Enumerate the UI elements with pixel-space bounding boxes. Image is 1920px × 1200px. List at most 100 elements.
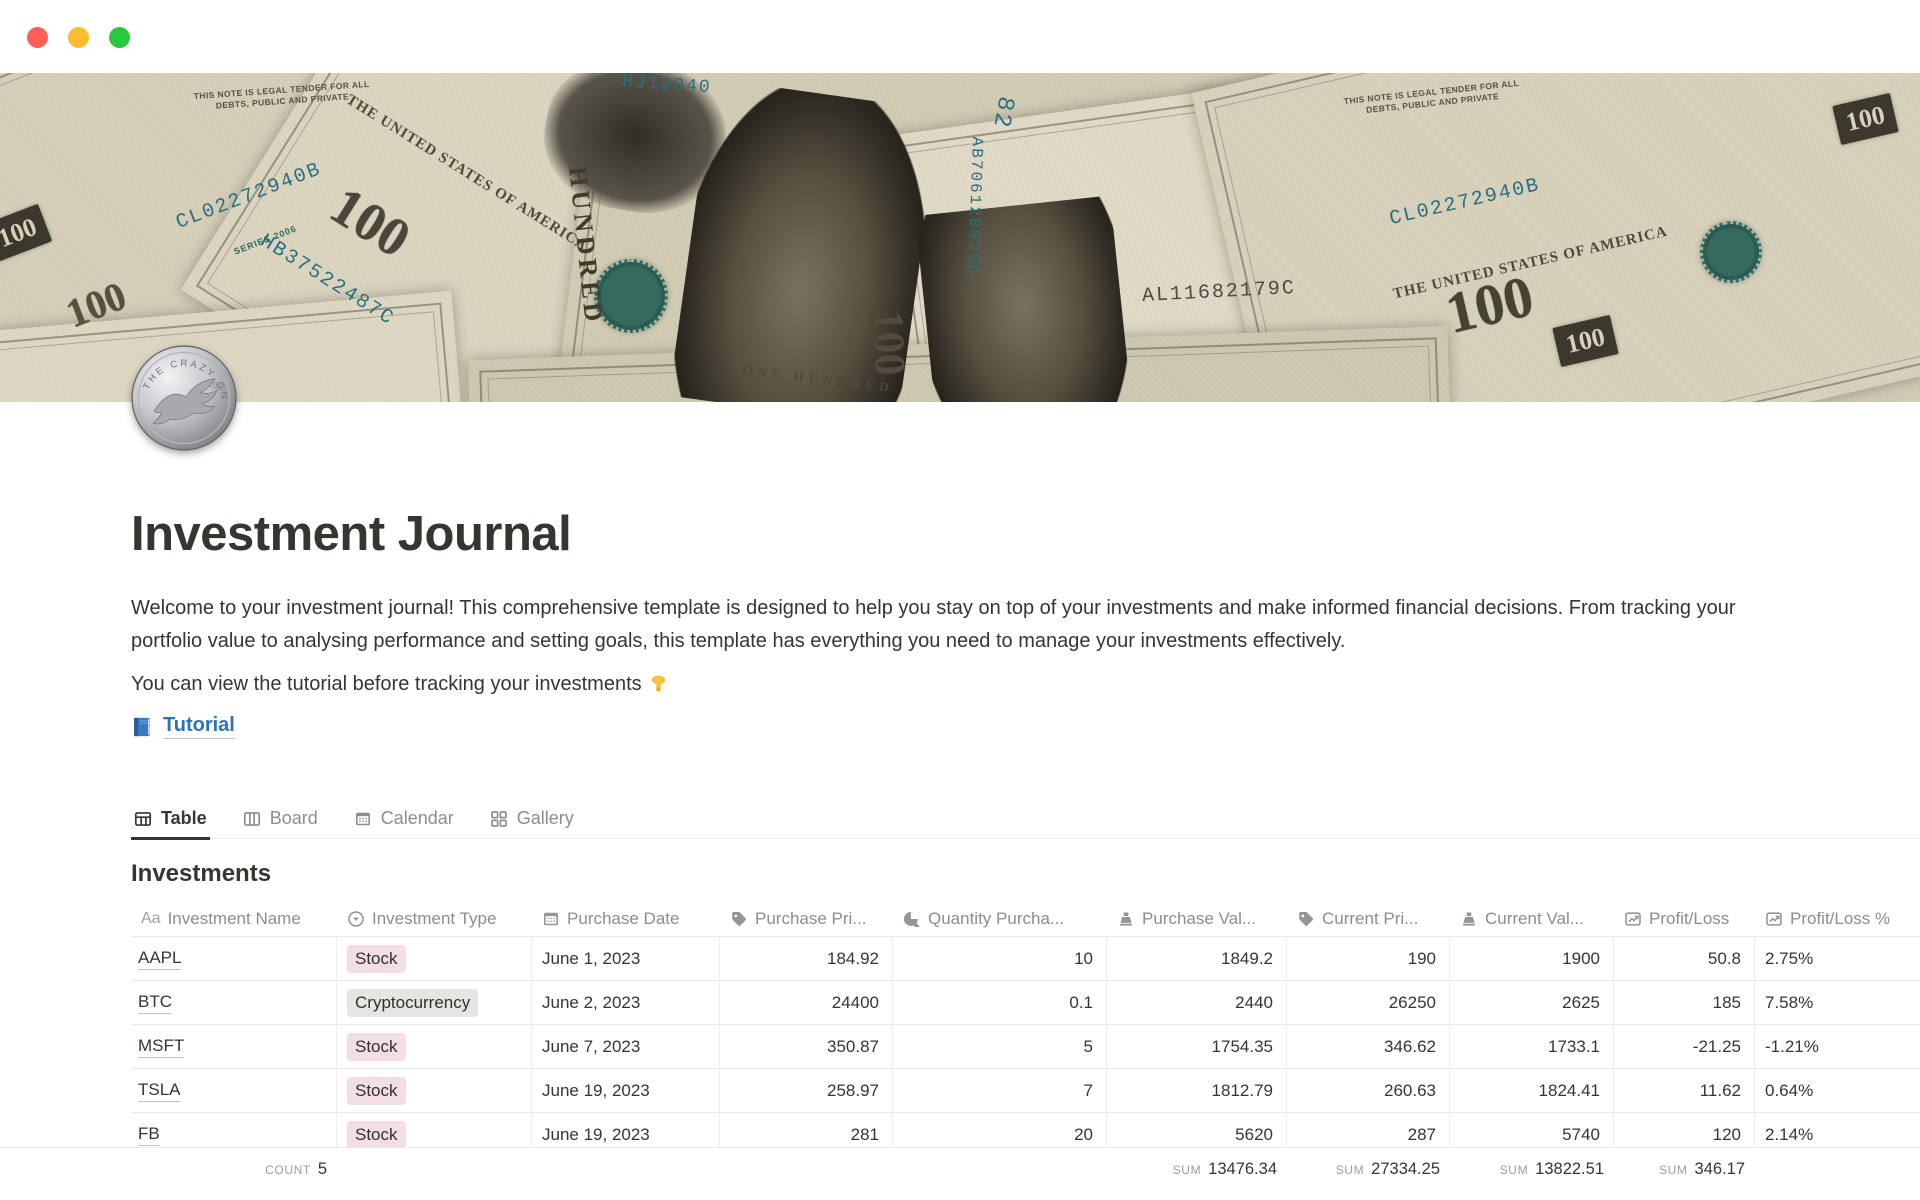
cell-profit-loss-pct[interactable]: -1.21% — [1765, 1036, 1819, 1056]
cell-quantity[interactable]: 10 — [893, 937, 1107, 980]
table-row: BTC Cryptocurrency June 2, 2023 24400 0.… — [131, 981, 1920, 1025]
cell-purchase-date[interactable]: June 19, 2023 — [532, 1069, 720, 1112]
cell-purchase-price[interactable]: 258.97 — [720, 1069, 893, 1112]
tag-property-icon — [1299, 911, 1314, 926]
tab-gallery[interactable]: Gallery — [487, 799, 577, 839]
column-header-profit-loss[interactable]: Profit/Loss — [1614, 901, 1755, 936]
cell-profit-loss-pct[interactable]: 2.75% — [1765, 948, 1814, 968]
cell-quantity[interactable]: 0.1 — [893, 981, 1107, 1024]
column-header-investment-name[interactable]: Aa Investment Name — [131, 901, 337, 936]
investments-table: Aa Investment Name Investment Type Purch… — [131, 892, 1920, 1157]
count-label: COUNT — [265, 1163, 311, 1177]
cell-profit-loss[interactable]: 120 — [1614, 1113, 1755, 1156]
column-header-purchase-value[interactable]: Purchase Val... — [1107, 901, 1287, 936]
row-title: FB — [138, 1124, 160, 1146]
cell-investment-name[interactable]: FB — [131, 1113, 337, 1156]
cell-purchase-date[interactable]: June 19, 2023 — [532, 1113, 720, 1156]
tab-table[interactable]: Table — [131, 799, 210, 840]
number-property-icon — [903, 911, 920, 927]
tab-board[interactable]: Board — [240, 799, 321, 839]
column-label: Profit/Loss % — [1790, 908, 1891, 928]
cell-purchase-value[interactable]: 1754.35 — [1107, 1025, 1287, 1068]
tutorial-note: You can view the tutorial before trackin… — [131, 668, 1790, 701]
sum-label: SUM — [1659, 1163, 1688, 1177]
cell-purchase-price[interactable]: 184.92 — [720, 937, 893, 980]
column-header-purchase-price[interactable]: Purchase Pri... — [720, 901, 893, 936]
cell-investment-type[interactable]: Stock — [337, 1113, 532, 1156]
cell-quantity[interactable]: 20 — [893, 1113, 1107, 1156]
tutorial-page-link[interactable]: Tutorial — [131, 714, 1790, 739]
sum-value: 13822.51 — [1535, 1160, 1604, 1178]
page-title: Investment Journal — [131, 507, 572, 561]
row-title: MSFT — [138, 1036, 185, 1058]
cell-current-value[interactable]: 1824.41 — [1450, 1069, 1614, 1112]
column-header-investment-type[interactable]: Investment Type — [337, 901, 532, 936]
cell-profit-loss[interactable]: 11.62 — [1614, 1069, 1755, 1112]
column-header-current-price[interactable]: Current Pri... — [1287, 901, 1450, 936]
cell-investment-name[interactable]: TSLA — [131, 1069, 337, 1112]
cell-current-value[interactable]: 1900 — [1450, 937, 1614, 980]
cell-profit-loss-pct[interactable]: 2.14% — [1765, 1124, 1814, 1144]
cell-investment-name[interactable]: MSFT — [131, 1025, 337, 1068]
cell-profit-loss-pct[interactable]: 0.64% — [1765, 1080, 1814, 1100]
cell-investment-name[interactable]: AAPL — [131, 937, 337, 980]
blue-book-icon — [134, 717, 150, 736]
cell-current-price[interactable]: 260.63 — [1287, 1069, 1450, 1112]
footer-count[interactable]: COUNT 5 — [131, 1160, 337, 1200]
column-header-purchase-date[interactable]: Purchase Date — [532, 901, 720, 936]
cell-purchase-date[interactable]: June 2, 2023 — [532, 981, 720, 1024]
column-label: Purchase Date — [567, 908, 680, 928]
cell-purchase-value[interactable]: 5620 — [1107, 1113, 1287, 1156]
tab-label: Table — [161, 808, 207, 828]
page-icon-coin[interactable]: THE CRAZY ONES 2020 — [127, 337, 237, 451]
cell-purchase-price[interactable]: 350.87 — [720, 1025, 893, 1068]
cell-purchase-value[interactable]: 1849.2 — [1107, 937, 1287, 980]
window-titlebar — [0, 0, 1920, 73]
row-title: BTC — [138, 992, 172, 1014]
cell-current-price[interactable]: 26250 — [1287, 981, 1450, 1024]
column-header-current-value[interactable]: Current Val... — [1450, 901, 1614, 936]
coin-icon: THE CRAZY ONES 2020 — [127, 337, 237, 451]
close-window-icon[interactable] — [27, 27, 48, 48]
footer-sum-profit-loss[interactable]: SUM 346.17 — [1614, 1160, 1755, 1200]
cell-investment-type[interactable]: Cryptocurrency — [337, 981, 532, 1024]
minimize-window-icon[interactable] — [68, 27, 89, 48]
page-description: Welcome to your investment journal! This… — [131, 597, 1736, 652]
cell-purchase-date[interactable]: June 7, 2023 — [532, 1025, 720, 1068]
cell-profit-loss[interactable]: 185 — [1614, 981, 1755, 1024]
cell-purchase-price[interactable]: 281 — [720, 1113, 893, 1156]
cell-purchase-value[interactable]: 1812.79 — [1107, 1069, 1287, 1112]
cell-current-value[interactable]: 5740 — [1450, 1113, 1614, 1156]
cell-investment-type[interactable]: Stock — [337, 1025, 532, 1068]
cell-purchase-price[interactable]: 24400 — [720, 981, 893, 1024]
fullscreen-window-icon[interactable] — [109, 27, 130, 48]
footer-sum-purchase-value[interactable]: SUM 13476.34 — [1107, 1160, 1287, 1200]
cell-quantity[interactable]: 5 — [893, 1025, 1107, 1068]
column-header-quantity-purchased[interactable]: Quantity Purcha... — [893, 901, 1107, 936]
cell-profit-loss[interactable]: -21.25 — [1614, 1025, 1755, 1068]
tutorial-link[interactable]: Tutorial — [163, 714, 235, 739]
trending-up-icon — [1625, 911, 1641, 926]
cell-purchase-value[interactable]: 2440 — [1107, 981, 1287, 1024]
cell-current-value[interactable]: 1733.1 — [1450, 1025, 1614, 1068]
formula-property-icon — [1120, 911, 1132, 926]
cell-investment-type[interactable]: Stock — [337, 937, 532, 980]
column-header-profit-loss-pct[interactable]: Profit/Loss % — [1755, 901, 1920, 936]
cell-investment-type[interactable]: Stock — [337, 1069, 532, 1112]
table-header-row: Aa Investment Name Investment Type Purch… — [131, 901, 1920, 937]
tab-label: Calendar — [380, 808, 454, 828]
cell-purchase-date[interactable]: June 1, 2023 — [532, 937, 720, 980]
page-cover-image: 100 100 100 100 100 100 100 CL02272940B … — [0, 73, 1920, 402]
cell-quantity[interactable]: 7 — [893, 1069, 1107, 1112]
footer-sum-current-price[interactable]: SUM 27334.25 — [1287, 1160, 1450, 1200]
cell-investment-name[interactable]: BTC — [131, 981, 337, 1024]
cell-profit-loss-pct[interactable]: 7.58% — [1765, 992, 1814, 1012]
cell-current-value[interactable]: 2625 — [1450, 981, 1614, 1024]
footer-sum-current-value[interactable]: SUM 13822.51 — [1450, 1160, 1614, 1200]
cell-current-price[interactable]: 190 — [1287, 937, 1450, 980]
cell-current-price[interactable]: 346.62 — [1287, 1025, 1450, 1068]
cell-current-price[interactable]: 287 — [1287, 1113, 1450, 1156]
cell-profit-loss[interactable]: 50.8 — [1614, 937, 1755, 980]
tab-calendar[interactable]: Calendar — [351, 799, 457, 839]
